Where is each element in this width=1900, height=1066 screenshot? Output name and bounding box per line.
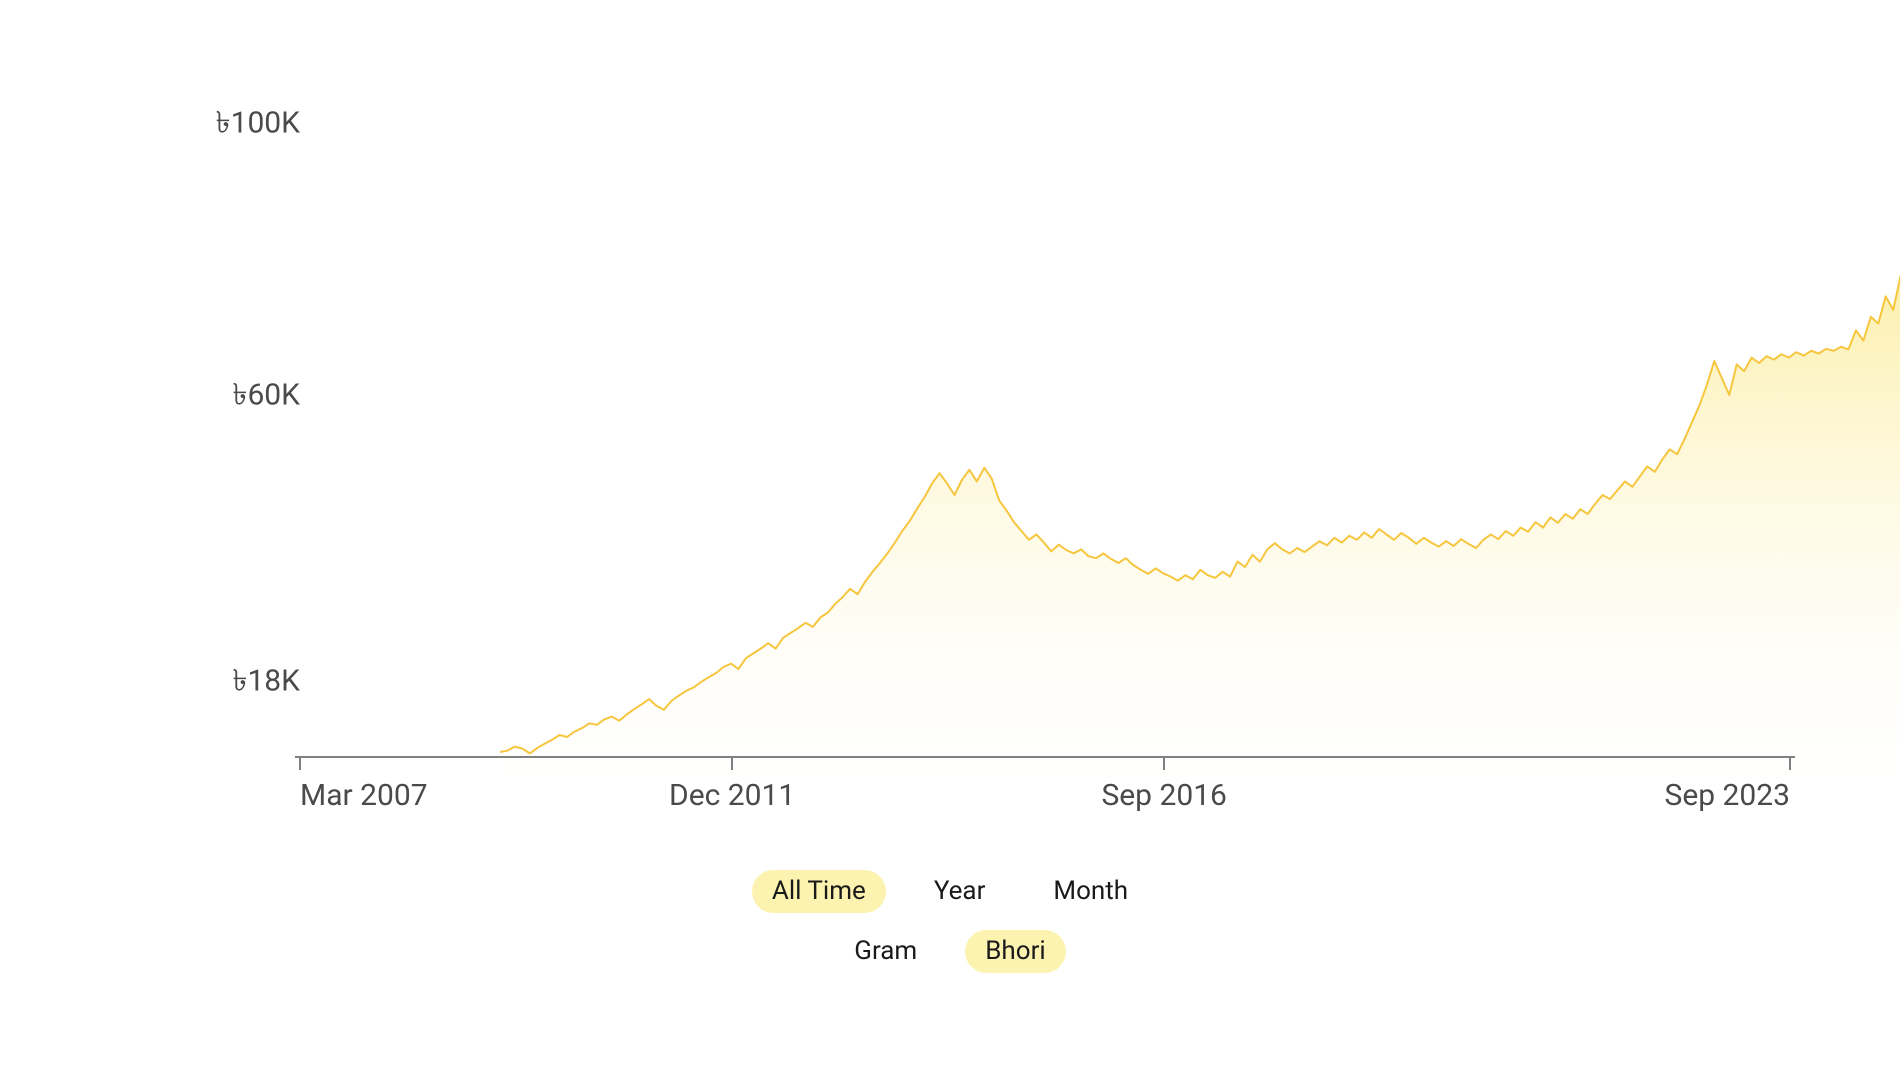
x-tick-mark	[731, 756, 733, 770]
filter-month[interactable]: Month	[1033, 870, 1148, 913]
x-tick-label: Sep 2023	[1665, 778, 1790, 813]
x-tick-label: Dec 2011	[669, 778, 795, 813]
filter-all-time[interactable]: All Time	[752, 870, 886, 913]
x-axis-line	[295, 756, 1795, 758]
y-tick-label: ৳60K	[100, 371, 300, 422]
x-tick-mark	[299, 756, 301, 770]
x-tick-label: Sep 2016	[1101, 778, 1226, 813]
chart-area-fill	[500, 208, 1900, 820]
filter-year[interactable]: Year	[914, 870, 1006, 913]
chart-page: ৳18K ৳60K ৳100K Mar 2007 Dec 2011 Sep 20…	[0, 0, 1900, 996]
x-tick-mark	[1163, 756, 1165, 770]
y-tick-label: ৳18K	[100, 657, 300, 708]
time-range-filter: All Time Year Month	[0, 870, 1900, 913]
filter-bhori[interactable]: Bhori	[965, 930, 1065, 973]
x-tick-label: Mar 2007	[300, 778, 428, 813]
filter-gram[interactable]: Gram	[834, 930, 937, 973]
x-tick-mark	[1789, 756, 1791, 770]
unit-filter: Gram Bhori	[0, 930, 1900, 973]
y-tick-label: ৳100K	[100, 99, 300, 150]
chart-container	[200, 70, 1790, 790]
price-area-chart	[200, 70, 1900, 1066]
